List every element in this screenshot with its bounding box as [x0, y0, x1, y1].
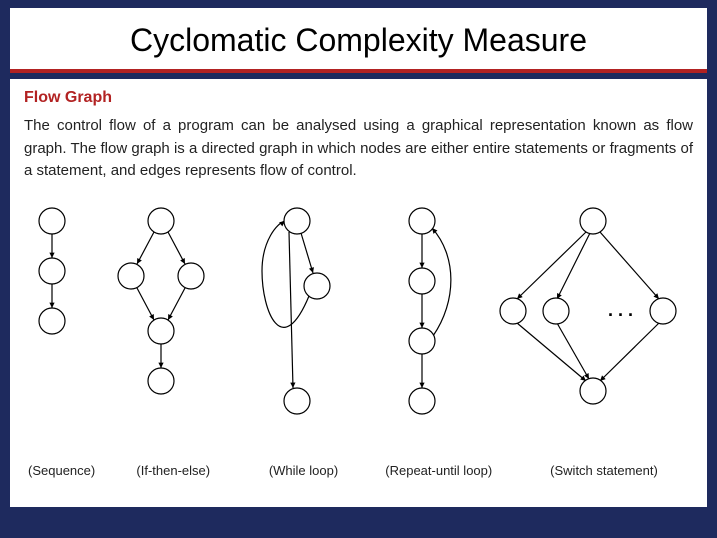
label-if-then-else: (If-then-else): [118, 463, 228, 478]
label-switch: (Switch statement): [519, 463, 689, 478]
page-title: Cyclomatic Complexity Measure: [10, 22, 707, 59]
label-row: (Sequence) (If-then-else) (While loop) (…: [24, 463, 693, 478]
svg-text:. . .: . . .: [608, 300, 633, 320]
diagram-sequence: [24, 201, 80, 431]
diagram-repeat-until: [377, 201, 467, 431]
content-panel: Flow Graph The control flow of a program…: [10, 79, 707, 507]
diagram-while-loop: [242, 201, 352, 431]
section-paragraph: The control flow of a program can be ana…: [24, 115, 693, 183]
diagram-if-then-else: [106, 201, 216, 431]
label-sequence: (Sequence): [28, 463, 98, 478]
label-while-loop: (While loop): [249, 463, 359, 478]
diagram-row: . . .: [24, 193, 693, 463]
section-heading: Flow Graph: [24, 89, 693, 107]
title-panel: Cyclomatic Complexity Measure: [10, 8, 707, 73]
slide: Cyclomatic Complexity Measure Flow Graph…: [0, 0, 717, 538]
diagram-switch: . . .: [493, 201, 693, 431]
label-repeat-until: (Repeat-until loop): [379, 463, 499, 478]
